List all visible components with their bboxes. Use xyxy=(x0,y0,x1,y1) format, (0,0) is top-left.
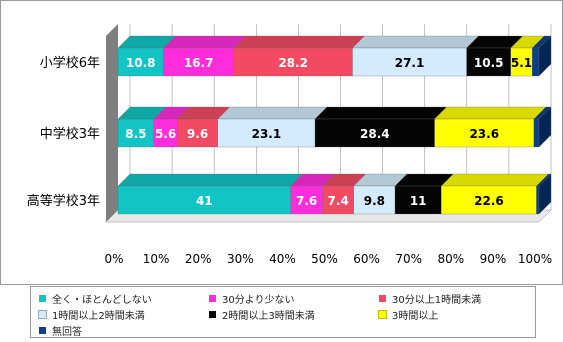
bars-group: 10.8 16.7 28.2 27.1 10.5 5.1 8.5 5.6 9.6 23.1 28.4… xyxy=(117,35,552,215)
legend-label: 無回答 xyxy=(52,327,82,338)
legend-swatch xyxy=(39,327,46,334)
x-tick-label: 90% xyxy=(480,252,507,266)
legend-label: 2時間以上3時間未満 xyxy=(222,311,315,322)
side-wall xyxy=(106,24,118,222)
legend-swatch xyxy=(379,295,386,302)
x-tick-label: 10% xyxy=(143,252,170,266)
data-label: 22.6 xyxy=(474,194,504,208)
data-label: 16.7 xyxy=(184,56,214,70)
data-label: 7.4 xyxy=(328,194,349,208)
bar-segment xyxy=(117,173,303,215)
bar-segment xyxy=(533,106,552,148)
bar-segment xyxy=(466,35,524,77)
x-tick-label: 20% xyxy=(185,252,212,266)
legend-item-1to2h: 1時間以上2時間未満 xyxy=(38,307,145,322)
x-tick-label: 100% xyxy=(518,252,552,266)
data-label: 10.5 xyxy=(474,56,504,70)
legend-item-2to3h: 2時間以上3時間未満 xyxy=(209,307,315,322)
bar-segment xyxy=(233,35,365,77)
legend-swatch xyxy=(378,310,387,319)
legend-swatch xyxy=(39,295,46,302)
category-label: 小学校6年 xyxy=(40,55,100,71)
legend-item-none: 全く・ほとんどしない xyxy=(39,291,152,306)
bar-segment xyxy=(290,173,335,215)
bar-segment xyxy=(117,35,176,77)
data-label: 11 xyxy=(410,194,427,208)
data-label: 27.1 xyxy=(395,56,425,70)
legend: 全く・ほとんどしない 30分より少ない 30分以上1時間未満 1時間以上2時間未… xyxy=(30,286,536,338)
legend-label: 30分以上1時間未満 xyxy=(392,295,482,306)
legend-item-noanswer: 無回答 xyxy=(39,323,82,338)
data-label: 5.1 xyxy=(511,56,532,70)
legend-item-under30: 30分より少ない xyxy=(209,291,295,306)
bar-segment xyxy=(536,173,552,215)
data-label: 41 xyxy=(196,194,213,208)
legend-label: 1時間以上2時間未満 xyxy=(52,311,145,322)
bar-segment xyxy=(153,106,190,148)
x-tick-labels: 0% 10% 20% 30% 40% 50% 60% 70% 80% 90% 100% xyxy=(104,252,552,266)
data-label: 7.6 xyxy=(296,194,317,208)
x-tick-label: 0% xyxy=(104,252,123,266)
bar-segment xyxy=(440,173,549,215)
legend-item-30to60: 30分以上1時間未満 xyxy=(379,291,481,306)
data-label: 10.8 xyxy=(126,56,156,70)
data-label: 5.6 xyxy=(155,127,176,141)
stacked-bar-chart: 10.8 16.7 28.2 27.1 10.5 5.1 8.5 5.6 9.6 23.1 28.4… xyxy=(0,0,563,285)
legend-label: 30分より少ない xyxy=(222,295,295,306)
x-tick-label: 50% xyxy=(311,252,338,266)
x-tick-label: 30% xyxy=(227,252,254,266)
bar-segment xyxy=(117,106,167,148)
bar-segment xyxy=(531,35,552,77)
bar-segment xyxy=(217,106,328,148)
data-label: 28.2 xyxy=(278,56,308,70)
legend-swatch xyxy=(209,295,216,302)
bar-segment xyxy=(352,35,479,77)
bar-segment xyxy=(510,35,545,77)
data-label: 9.8 xyxy=(364,194,385,208)
data-label: 28.4 xyxy=(360,127,390,141)
data-label: 23.1 xyxy=(252,127,282,141)
bar-segment xyxy=(434,106,547,148)
x-tick-label: 70% xyxy=(395,252,422,266)
data-label: 9.6 xyxy=(187,127,208,141)
legend-item-3hplus: 3時間以上 xyxy=(378,307,439,322)
bar-segment xyxy=(176,106,231,148)
x-tick-label: 80% xyxy=(437,252,464,266)
x-tick-label: 60% xyxy=(353,252,380,266)
category-label: 中学校3年 xyxy=(40,126,100,142)
legend-swatch xyxy=(209,311,216,318)
bar-segment xyxy=(163,35,247,77)
bar-segment xyxy=(322,173,367,215)
data-label: 8.5 xyxy=(125,127,146,141)
legend-swatch xyxy=(38,310,47,319)
category-label: 高等学校3年 xyxy=(27,193,100,209)
x-tick-label: 40% xyxy=(269,252,296,266)
legend-label: 3時間以上 xyxy=(392,311,439,322)
data-label: 23.6 xyxy=(469,127,499,141)
bar-segment xyxy=(314,106,447,148)
legend-label: 全く・ほとんどしない xyxy=(52,295,152,306)
